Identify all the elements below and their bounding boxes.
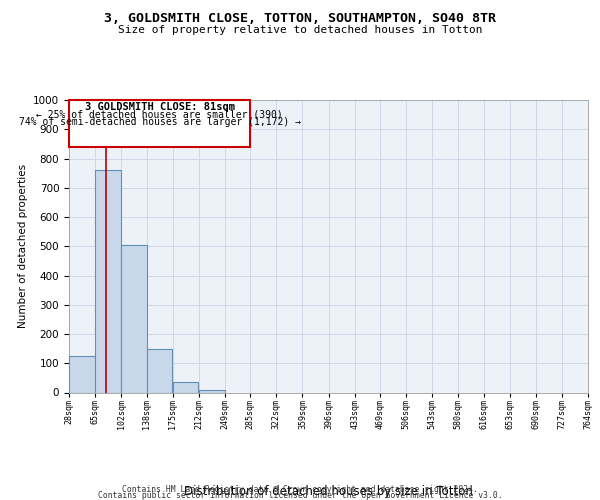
Text: 74% of semi-detached houses are larger (1,172) →: 74% of semi-detached houses are larger (… (19, 117, 301, 127)
Bar (147, 349, 172, 393)
Text: Contains public sector information licensed under the Open Government Licence v3: Contains public sector information licen… (98, 491, 502, 500)
Text: ← 25% of detached houses are smaller (390): ← 25% of detached houses are smaller (39… (36, 110, 283, 120)
Bar (95, 170, 121, 392)
Text: 3 GOLDSMITH CLOSE: 81sqm: 3 GOLDSMITH CLOSE: 81sqm (85, 102, 235, 113)
Text: Size of property relative to detached houses in Totton: Size of property relative to detached ho… (118, 25, 482, 35)
Text: Contains HM Land Registry data © Crown copyright and database right 2024.: Contains HM Land Registry data © Crown c… (122, 485, 478, 494)
Bar (121, 245, 147, 392)
Text: 3, GOLDSMITH CLOSE, TOTTON, SOUTHAMPTON, SO40 8TR: 3, GOLDSMITH CLOSE, TOTTON, SOUTHAMPTON,… (104, 12, 496, 26)
FancyBboxPatch shape (69, 100, 250, 147)
Bar (199, 390, 224, 392)
Y-axis label: Number of detached properties: Number of detached properties (17, 164, 28, 328)
Bar (173, 382, 199, 392)
Bar (69, 356, 95, 393)
X-axis label: Distribution of detached houses by size in Totton: Distribution of detached houses by size … (184, 485, 473, 498)
